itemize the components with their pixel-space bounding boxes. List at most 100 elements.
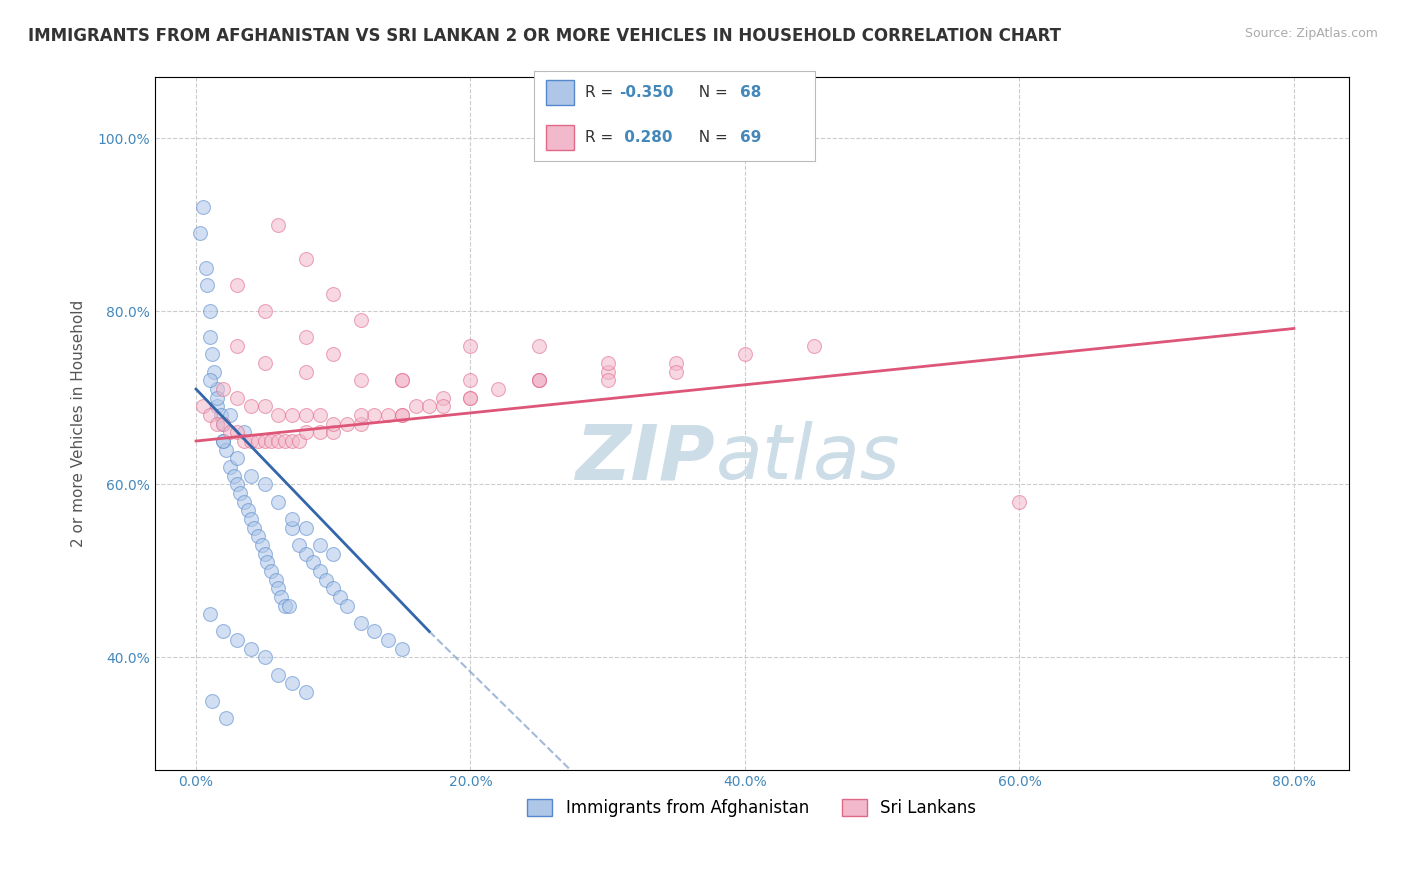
Text: Source: ZipAtlas.com: Source: ZipAtlas.com <box>1244 27 1378 40</box>
Point <box>260 564 283 578</box>
Text: R =: R = <box>585 86 619 100</box>
Bar <box>546 125 574 150</box>
Point <box>212 434 235 448</box>
Point <box>322 347 344 361</box>
Bar <box>546 80 574 105</box>
Point <box>267 434 290 448</box>
Point <box>239 512 262 526</box>
Point <box>246 529 269 543</box>
Point <box>391 408 413 422</box>
Point <box>267 581 290 595</box>
Point <box>239 434 262 448</box>
Point <box>350 313 373 327</box>
Y-axis label: 2 or more Vehicles in Household: 2 or more Vehicles in Household <box>72 300 86 548</box>
Point <box>322 581 344 595</box>
Point <box>308 564 330 578</box>
Point <box>460 391 482 405</box>
Text: atlas: atlas <box>716 421 900 495</box>
Point <box>596 365 619 379</box>
Point <box>202 365 225 379</box>
Point <box>315 573 337 587</box>
Point <box>229 486 252 500</box>
Point <box>377 633 399 648</box>
Point <box>460 373 482 387</box>
Point <box>278 599 301 613</box>
Point <box>527 373 550 387</box>
Point <box>322 286 344 301</box>
Point <box>418 400 440 414</box>
Point <box>803 339 825 353</box>
Point <box>215 711 238 725</box>
Point <box>336 599 359 613</box>
Point <box>253 650 276 665</box>
Point <box>191 200 214 214</box>
Point <box>226 477 249 491</box>
Point <box>665 365 688 379</box>
Point <box>253 400 276 414</box>
Point <box>363 624 385 639</box>
Point <box>308 538 330 552</box>
Point <box>294 425 316 440</box>
Point <box>253 304 276 318</box>
Point <box>226 339 249 353</box>
Point <box>212 417 235 431</box>
Point <box>527 373 550 387</box>
Point <box>294 365 316 379</box>
Point <box>294 685 316 699</box>
Point <box>460 391 482 405</box>
Point <box>198 304 221 318</box>
Point <box>350 615 373 630</box>
Point <box>194 260 217 275</box>
Point <box>239 468 262 483</box>
Point <box>239 400 262 414</box>
Point <box>264 573 287 587</box>
Point <box>219 460 242 475</box>
Point <box>267 667 290 681</box>
Point <box>205 417 228 431</box>
Point <box>205 391 228 405</box>
Point <box>322 547 344 561</box>
Point <box>267 408 290 422</box>
Point <box>294 252 316 267</box>
Point <box>391 408 413 422</box>
Point <box>270 590 292 604</box>
Point <box>294 547 316 561</box>
Point <box>212 434 235 448</box>
Point <box>294 408 316 422</box>
Text: 0.280: 0.280 <box>619 130 672 145</box>
Point <box>253 434 276 448</box>
Point <box>226 425 249 440</box>
Point <box>233 434 256 448</box>
Point <box>205 400 228 414</box>
Point <box>198 373 221 387</box>
Point <box>405 400 427 414</box>
Point <box>233 425 256 440</box>
Point <box>350 373 373 387</box>
Point <box>219 425 242 440</box>
Point <box>294 520 316 534</box>
Point <box>250 538 273 552</box>
Point <box>246 434 269 448</box>
Legend: Immigrants from Afghanistan, Sri Lankans: Immigrants from Afghanistan, Sri Lankans <box>520 792 983 824</box>
Point <box>1008 494 1031 508</box>
Point <box>281 434 304 448</box>
Point <box>224 468 246 483</box>
Point <box>233 494 256 508</box>
Point <box>188 227 211 241</box>
Point <box>391 641 413 656</box>
Point <box>201 347 224 361</box>
Point <box>288 538 311 552</box>
Point <box>301 555 323 569</box>
Point <box>212 624 235 639</box>
Text: ZIP: ZIP <box>576 421 716 495</box>
Point <box>212 382 235 396</box>
Point <box>212 417 235 431</box>
Point <box>219 408 242 422</box>
Point <box>391 373 413 387</box>
Point <box>253 477 276 491</box>
Text: N =: N = <box>689 86 733 100</box>
Text: -0.350: -0.350 <box>619 86 673 100</box>
Point <box>209 408 232 422</box>
Text: R =: R = <box>585 130 619 145</box>
Point <box>226 633 249 648</box>
